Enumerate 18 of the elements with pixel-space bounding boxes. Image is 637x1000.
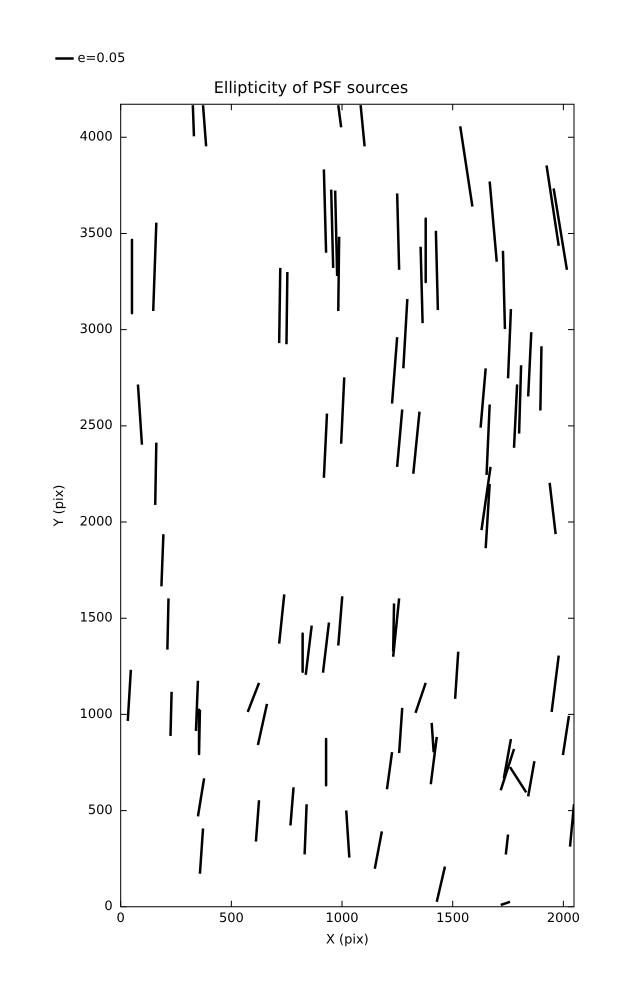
x-tick-label: 0 xyxy=(116,910,125,926)
y-tick-label: 4000 xyxy=(80,130,113,145)
x-tick-label: 1500 xyxy=(436,910,470,926)
y-tick-label: 1000 xyxy=(80,706,113,722)
y-tick-label: 2500 xyxy=(80,418,113,434)
chart-title: Ellipticity of PSF sources xyxy=(214,78,408,97)
y-tick-label: 3500 xyxy=(80,226,113,241)
x-tick-label: 2000 xyxy=(546,910,580,926)
y-axis-title: Y (pix) xyxy=(52,484,68,528)
y-tick-label: 500 xyxy=(88,802,113,818)
y-tick-label: 1500 xyxy=(80,610,113,626)
x-tick-label: 500 xyxy=(218,910,244,926)
y-tick-label: 0 xyxy=(104,899,113,914)
legend-label: e=0.05 xyxy=(78,50,126,66)
x-axis-title: X (pix) xyxy=(326,932,369,948)
y-tick-label: 3000 xyxy=(80,322,113,338)
x-tick-label: 1000 xyxy=(325,910,359,926)
y-tick-label: 2000 xyxy=(80,514,113,530)
